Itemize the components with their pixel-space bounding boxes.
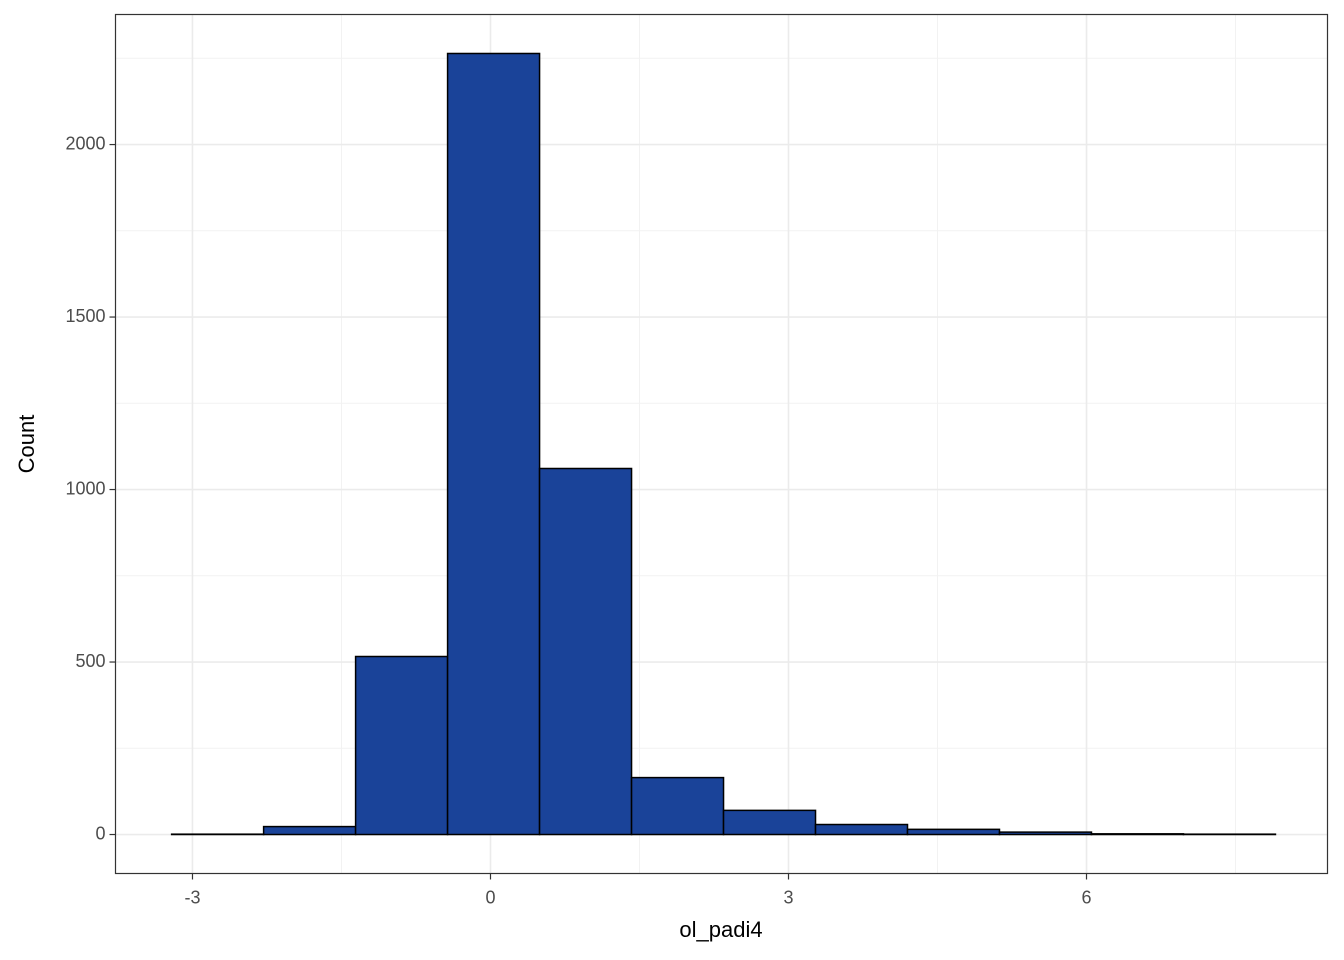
bar: [906, 828, 1001, 836]
bar: [538, 467, 633, 836]
x-tick-label: -3: [184, 887, 200, 907]
y-tick-label: 2000: [65, 133, 105, 153]
x-axis-title: ol_padi4: [679, 917, 762, 942]
grid: [115, 14, 1328, 874]
bar: [354, 655, 449, 836]
bar: [998, 831, 1093, 836]
panel-border: [114, 13, 1329, 875]
x-tick-label: 3: [783, 887, 793, 907]
ticks: 0 500 1000 1500 2000 -3 0 3 6: [65, 133, 1091, 907]
y-tick-label: 1500: [65, 306, 105, 326]
bar: [722, 809, 817, 836]
y-tick-label: 500: [75, 651, 105, 671]
y-tick-label: 1000: [65, 478, 105, 498]
x-tick-label: 0: [485, 887, 495, 907]
bar: [630, 776, 725, 836]
bar: [262, 825, 357, 836]
bar: [814, 823, 909, 836]
bar: [1090, 833, 1185, 836]
y-axis-title: Count: [14, 415, 39, 474]
panel-background: [115, 14, 1328, 874]
bar: [446, 52, 541, 836]
x-tick-label: 6: [1082, 887, 1092, 907]
y-tick-label: 0: [95, 823, 105, 843]
bars: [170, 52, 1277, 836]
